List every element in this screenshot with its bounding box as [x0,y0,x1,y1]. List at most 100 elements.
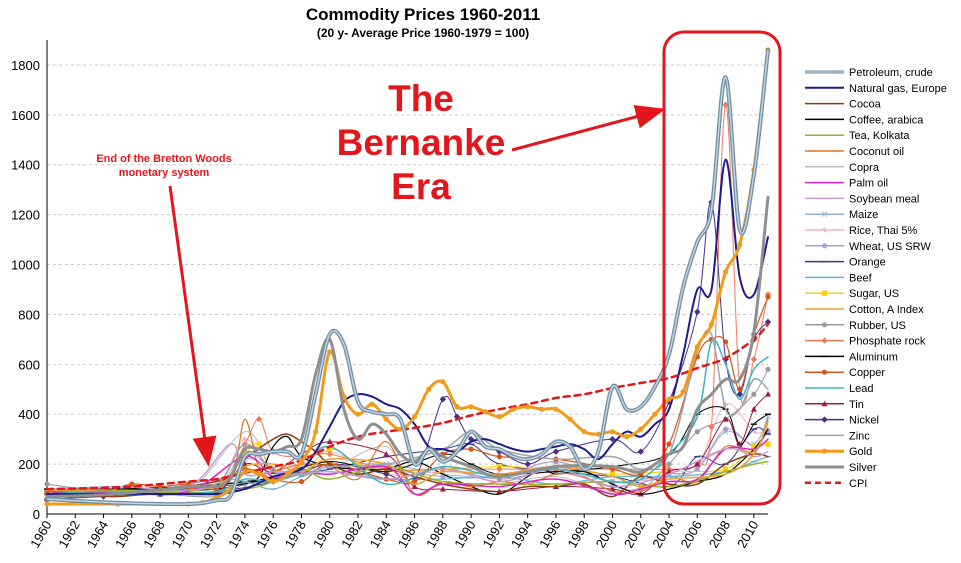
data-point [694,460,701,467]
legend-item-maize: Maize [805,209,878,221]
data-point [595,431,601,437]
data-point [567,416,573,422]
legend-label: Palm oil [849,178,888,190]
data-point [411,483,418,489]
data-point [609,429,616,435]
data-point [482,409,488,415]
legend-item-beef: Beef [805,272,873,284]
x-tick-label: 1984 [366,518,393,551]
data-point [496,465,503,473]
series-line-palm-oil [46,438,769,496]
data-point [242,468,248,475]
x-tick-label: 2010 [734,518,761,551]
y-tick-label: 1200 [11,208,40,223]
chart-title: Commodity Prices 1960-2011 [306,5,540,24]
data-point [426,386,432,392]
legend-label: Sugar, US [849,288,899,300]
legend-label: Tea, Kolkata [849,130,910,142]
data-point [510,406,517,412]
data-point [722,339,729,345]
data-point [298,478,305,485]
data-point [539,406,545,412]
series-cotton-a-index [46,420,769,493]
data-point [708,321,715,327]
x-tick-label: 1960 [27,518,54,551]
data-point [383,450,390,457]
legend-label: Maize [849,209,878,221]
data-point [553,406,559,412]
x-tick-label: 1978 [282,518,309,551]
data-point [694,344,700,350]
x-tick-label: 1996 [536,518,563,551]
y-tick-label: 800 [18,307,40,322]
x-tick-label: 1988 [423,518,450,551]
data-point [624,434,630,440]
series-natural-gas-europe [46,158,769,496]
series-line-phosphate-rock [46,104,769,496]
legend-marker [821,290,828,296]
data-point [652,411,658,417]
x-tick-label: 1998 [564,518,591,551]
legend-item-nickel: Nickel [805,415,879,427]
legend-label: Copra [849,162,880,174]
data-point [581,429,587,435]
data-point [369,401,375,407]
legend-label: Tin [849,399,864,411]
legend-label: Rice, Thai 5% [849,225,917,237]
bernanke-label-line3: Era [391,166,451,207]
data-point [666,441,672,447]
data-point [255,416,263,423]
legend-label: Silver [849,462,877,474]
legend-label: Aluminum [849,351,898,363]
legend-label: Gold [849,446,872,458]
data-point [751,391,757,397]
x-tick-label: 2008 [706,518,733,551]
legend-item-gold: Gold [805,446,872,458]
data-point [496,414,502,420]
legend-item-rice-thai-5: Rice, Thai 5% [805,225,917,237]
data-point [454,404,460,410]
data-point [326,450,333,458]
data-point [765,294,771,300]
y-tick-label: 200 [18,457,40,472]
legend-label: Coconut oil [849,146,904,158]
x-tick-label: 1994 [508,518,535,551]
legend-item-palm-oil: Palm oil [805,178,888,190]
legend-item-wheat-us-srw: Wheat, US SRW [805,241,931,253]
legend-item-coffee-arabica: Coffee, arabica [805,114,924,126]
grid-layer [47,64,768,465]
data-point [680,389,686,395]
data-point [524,460,531,468]
data-point [666,461,672,467]
series-line-petroleum-crude-inner [46,49,769,505]
data-point [722,416,729,422]
data-point [327,349,333,355]
y-tick-label: 1400 [11,158,40,173]
data-point [313,429,319,435]
series-line-natural-gas-europe [46,158,769,496]
bretton-woods-arrow [168,185,217,467]
data-point [737,241,743,248]
data-point [736,440,743,447]
series-gold [44,47,771,507]
legend-label: Nickel [849,415,879,427]
data-point [439,485,446,492]
data-point [765,391,771,397]
data-point [638,426,644,432]
data-point [525,404,531,410]
data-point [44,481,50,487]
bernanke-label-line1: The [388,78,454,119]
legend-label: Cocoa [849,99,882,111]
data-point [736,391,743,398]
series-silver [45,195,770,498]
data-point [298,459,305,465]
series-line-cotton-a-index [46,420,769,493]
legend-item-lead: Lead [805,383,873,395]
series-palm-oil [46,438,769,496]
legend-marker [821,243,828,249]
y-tick-label: 1800 [11,58,40,73]
data-point [666,396,672,402]
data-point [694,308,701,316]
legend-item-orange: Orange [805,257,886,269]
